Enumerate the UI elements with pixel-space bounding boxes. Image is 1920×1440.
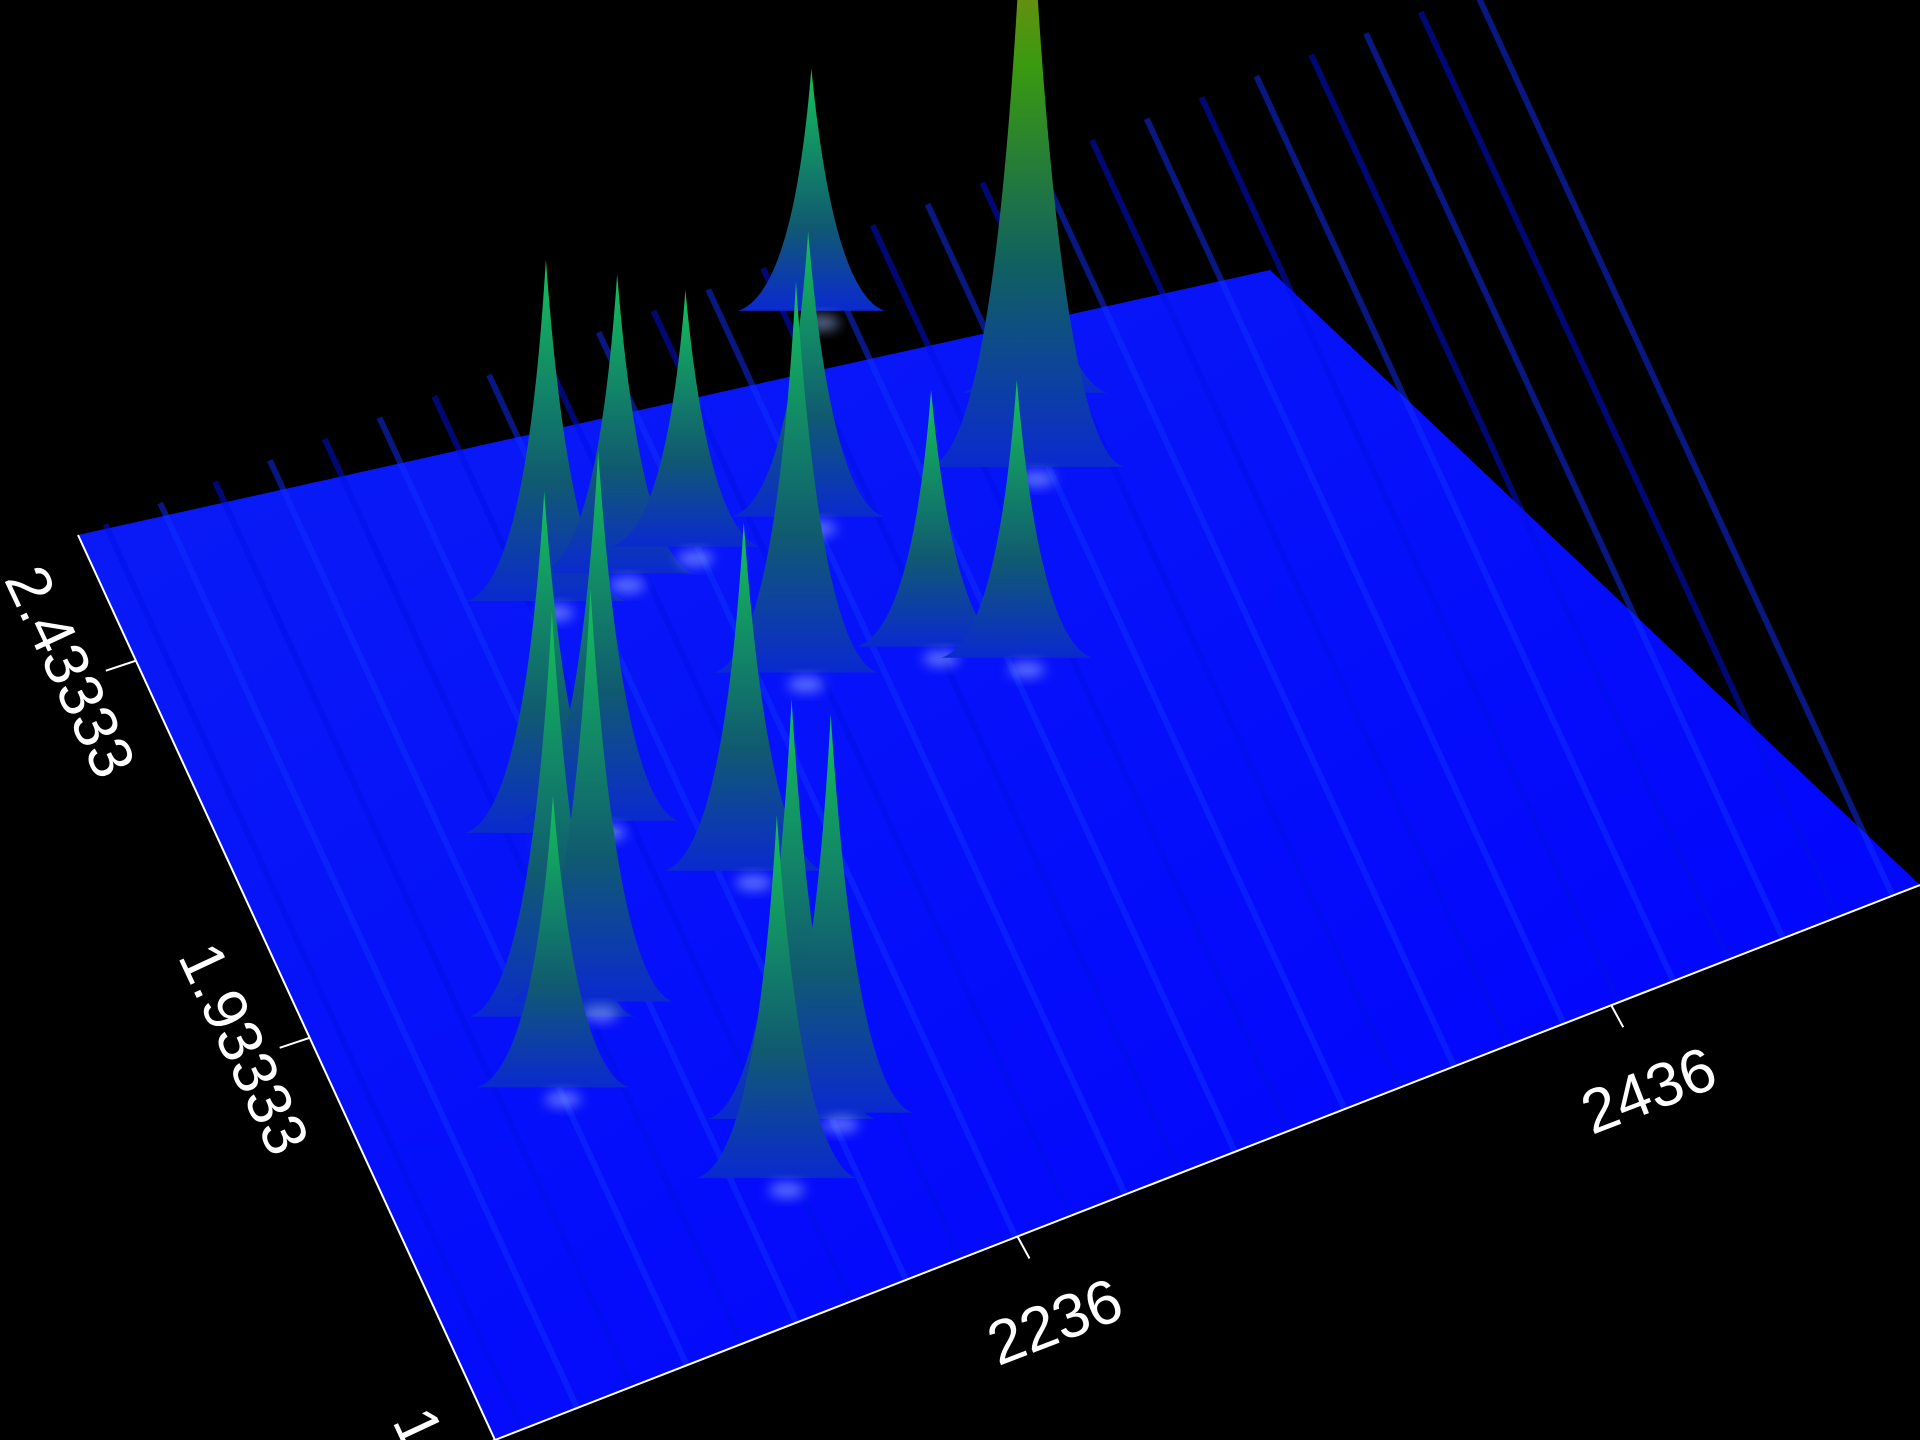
surface-streak [815,245,1238,1154]
surface-streak [1308,53,1731,961]
surface-streak [1144,117,1567,1026]
peak-foot-highlight [582,1005,619,1022]
surface-streak [1476,0,1896,897]
surface-peak [696,815,857,1179]
surface-streak [102,523,526,1431]
y-tick-mark [279,1036,310,1049]
peak-foot-highlight [1008,661,1045,678]
surface-peak [732,231,884,517]
surface-peak [664,521,823,871]
surface-peak [857,390,1006,647]
surface-peak [929,0,1125,467]
surface-streak [267,459,690,1367]
surface-peak [540,274,694,574]
peak-foot-highlight [787,676,824,693]
surface-peak [714,281,878,673]
surface-peak [507,588,674,1002]
x-tick-mark [1610,1004,1625,1028]
x-axis-line [494,884,1920,1440]
surface-peak [476,795,629,1088]
surface-streak [869,224,1293,1132]
y-tick-mark [105,659,137,672]
peak-foot-highlight [544,1091,581,1108]
surface-streak [157,501,580,1410]
surface-peak [738,68,885,311]
x-tick-label: 2436 [1572,1034,1726,1148]
surface-peak [467,259,625,601]
y-axis-line [77,534,496,1440]
surface-streak [1034,160,1457,1068]
peak-foot-highlight [768,1182,805,1199]
surface-streak [1418,10,1841,919]
x-tick-mark [1016,1236,1031,1259]
surface-peak [748,714,913,1113]
surface-peak [517,450,679,821]
peak-foot-highlight [735,874,772,891]
peak-foot-highlight [677,550,714,567]
peak-foot-highlight [609,577,646,594]
surface-streak [650,309,1074,1218]
surface-streak [705,288,1129,1196]
surface-streak [1198,96,1622,1004]
surface-streak [212,480,635,1388]
surface-peak [611,290,760,547]
y-tick-label: 1.4 [379,1398,478,1440]
x-tick-label: 2236 [978,1265,1132,1379]
peak-foot-highlight [822,1116,859,1133]
surface-streak [1363,32,1786,940]
surface-peaks [465,0,1125,1199]
surface-streak [1253,74,1677,983]
surface-peak [941,379,1092,658]
surface-peak [465,491,624,833]
surface-streak [1089,138,1512,1047]
surface-peak [708,699,875,1119]
